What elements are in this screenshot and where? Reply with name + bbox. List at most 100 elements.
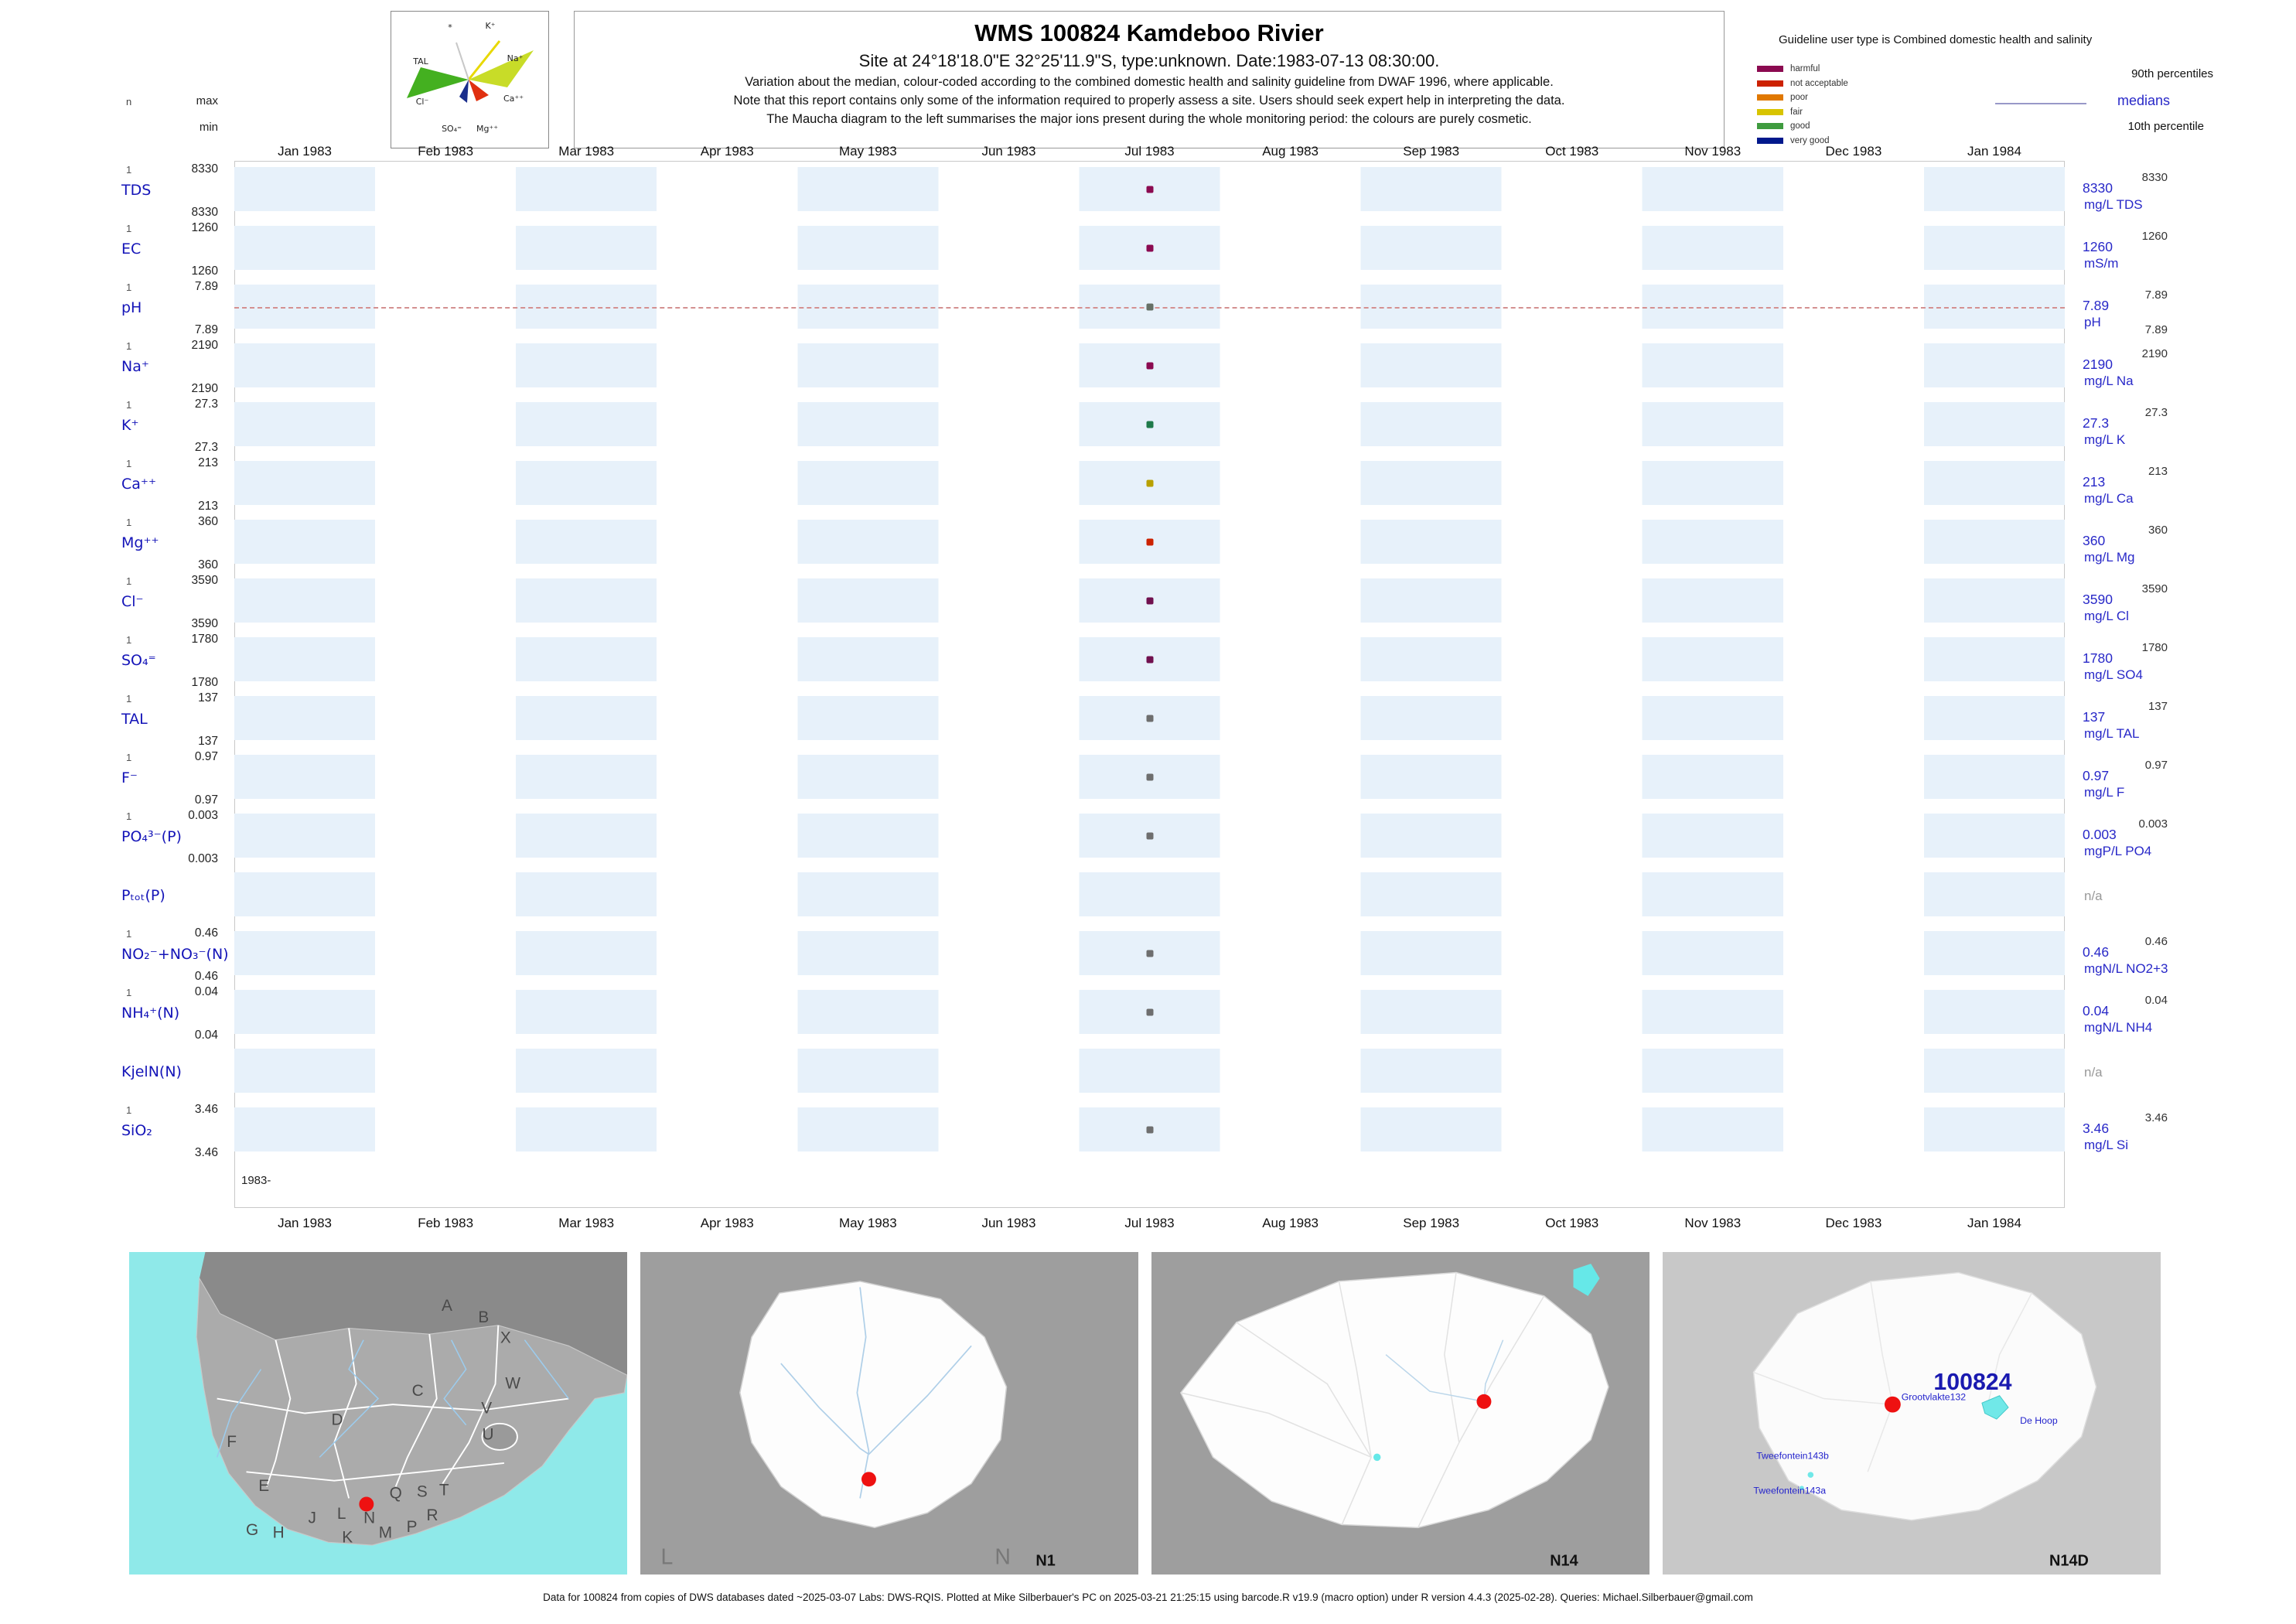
drainage-region-letter: N: [363, 1510, 375, 1527]
footer-note: Data for 100824 from copies of DWS datab…: [543, 1592, 1753, 1603]
param-name: K⁺: [121, 417, 139, 434]
param-name: KjelN(N): [121, 1063, 182, 1080]
maucha-cl-wedge: [407, 67, 469, 98]
guideline-class-item: fair: [1757, 105, 1848, 120]
sample-count: 1: [126, 517, 132, 528]
month-label: Oct 1983: [1545, 144, 1599, 159]
note-disclaimer: Note that this report contains only some…: [733, 94, 1565, 107]
median-value: 0.04: [2083, 1003, 2110, 1018]
max-value: 7.89: [194, 280, 218, 293]
map-sa-svg: A BX W C VU D F E Q S T J L N R G H K M P: [129, 1252, 627, 1575]
sample-count: 1: [126, 575, 132, 587]
unit-label: mg/L Na: [2084, 374, 2134, 388]
param-name: NO₂⁻+NO₃⁻(N): [121, 946, 229, 963]
month-label: Mar 1983: [558, 1216, 615, 1230]
maucha-label-na: Na⁺: [507, 53, 524, 63]
month-label: Apr 1983: [700, 144, 754, 159]
median-value: 3.46: [2083, 1121, 2110, 1136]
param-name: PO₄³⁻(P): [121, 828, 182, 845]
drainage-region-letter: G: [246, 1521, 258, 1539]
guideline-class-swatch: [1757, 123, 1783, 130]
dam-label: De Hoop: [2020, 1415, 2058, 1426]
param-name: Ca⁺⁺: [121, 476, 156, 493]
locator-map-n14: N14: [1151, 1252, 1650, 1575]
unit-label: mgP/L PO4: [2084, 844, 2152, 858]
p90-value: 2190: [2141, 347, 2168, 360]
sample-count: 1: [126, 634, 132, 646]
sample-count: 1: [126, 164, 132, 176]
drainage-region-letter: V: [481, 1399, 492, 1417]
month-label: Jan 1983: [278, 144, 333, 159]
median-value: 0.97: [2083, 768, 2110, 783]
maucha-na-wedge: [469, 50, 534, 87]
unit-label: mg/L TAL: [2084, 726, 2140, 741]
max-value: 1260: [191, 221, 218, 234]
sample-count: 1: [126, 928, 132, 940]
p10-legend-label: 10th percentile: [2127, 120, 2204, 133]
guideline-class-swatch: [1757, 108, 1783, 115]
month-label: Aug 1983: [1262, 1216, 1319, 1230]
param-name: Cl⁻: [121, 593, 144, 610]
month-label: Feb 1983: [418, 1216, 474, 1230]
catchment-outline: [739, 1281, 1008, 1529]
month-label: Jun 1983: [981, 144, 1036, 159]
guideline-class-swatch: [1757, 80, 1783, 87]
param-name: F⁻: [121, 769, 138, 786]
maucha-label-cl: Cl⁻: [416, 97, 429, 107]
colhead-n: n: [126, 96, 132, 107]
max-value: 0.04: [194, 985, 218, 998]
max-value: 0.97: [194, 750, 218, 763]
max-value: 0.003: [188, 809, 218, 822]
median-legend-label: medians: [2117, 93, 2170, 108]
drainage-region-letter: Q: [390, 1484, 402, 1502]
max-value: 0.46: [194, 926, 218, 940]
min-value: 0.46: [194, 970, 218, 983]
guideline-class-item: poor: [1757, 90, 1848, 105]
subcatchment-boundaries: [1180, 1272, 1545, 1528]
pane-label-n1: N1: [1035, 1553, 1055, 1570]
rivers: [216, 1339, 569, 1458]
drainage-region-letter: D: [331, 1411, 343, 1429]
median-value: 2190: [2083, 357, 2113, 372]
guideline-class-swatch: [1757, 137, 1783, 144]
sample-count: 1: [126, 223, 132, 234]
site-marker: [1884, 1396, 1901, 1413]
min-value: 213: [198, 500, 218, 513]
maucha-label-k: K⁺: [485, 21, 495, 31]
median-value: 213: [2083, 474, 2106, 490]
locator-map-n1: L N N1: [640, 1252, 1138, 1575]
sample-count: 1: [126, 399, 132, 411]
param-name: SiO₂: [121, 1122, 152, 1139]
no-data-label: n/a: [2084, 889, 2103, 903]
no-data-label: n/a: [2084, 1065, 2103, 1080]
sample-count: 1: [126, 987, 132, 998]
page-title: WMS 100824 Kamdeboo Rivier: [974, 19, 1324, 46]
maucha-k-wedge: [467, 40, 501, 80]
unit-label: mg/L SO4: [2084, 667, 2143, 682]
unit-label: mgN/L NH4: [2084, 1020, 2153, 1035]
p90-value: 213: [2148, 465, 2168, 478]
median-value: 137: [2083, 709, 2106, 725]
colhead-min: min: [199, 121, 218, 134]
maucha-label-star: *: [448, 22, 452, 32]
site-number-label: 100824: [1933, 1370, 2011, 1395]
site-marker: [359, 1496, 374, 1512]
median-value: 0.46: [2083, 944, 2110, 960]
colhead-max: max: [196, 94, 218, 107]
site-marker: [1476, 1394, 1492, 1409]
param-name: Pₜₒₜ(P): [121, 887, 165, 904]
p90-value: 3.46: [2144, 1111, 2168, 1124]
param-name: EC: [121, 241, 142, 258]
region-letter-l: L: [661, 1545, 674, 1570]
lesotho: [481, 1422, 518, 1451]
guideline-class-list: harmful not acceptable poor fair good very go…: [1757, 62, 1848, 148]
guideline-class-swatch: [1757, 94, 1783, 101]
dam: [1573, 1264, 1600, 1296]
month-label: Mar 1983: [558, 144, 615, 159]
month-label: Jan 1983: [278, 1216, 333, 1230]
guideline-class-label: harmful: [1790, 64, 1820, 74]
param-name: NH₄⁺(N): [121, 1005, 180, 1022]
guideline-class-label: poor: [1790, 93, 1809, 103]
de-hoop-dam: [1981, 1395, 2009, 1420]
